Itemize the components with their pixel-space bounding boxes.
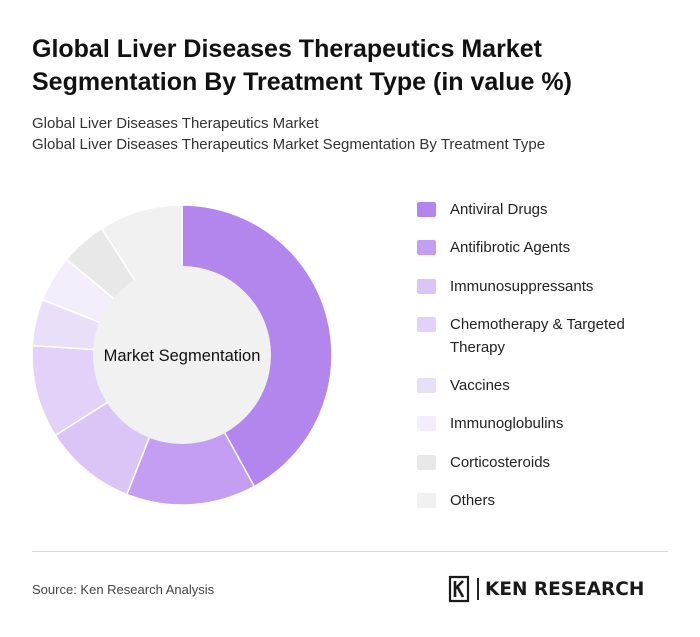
donut-center-label: Market Segmentation [104,347,261,365]
subtitle-line-2: Global Liver Diseases Therapeutics Marke… [32,136,546,153]
legend-item: Corticosteroids [417,451,660,474]
legend-label: Corticosteroids [450,454,551,471]
legend-swatch [417,378,436,393]
brand-name: KEN RESEARCH [485,578,645,600]
ken-research-logo-icon [448,575,470,603]
footer-divider [32,551,668,552]
legend-item: Chemotherapy & Targeted Therapy [417,313,660,359]
legend-item: Immunosuppressants [417,275,660,298]
chart-title: Global Liver Diseases Therapeutics Marke… [32,35,572,96]
chart-subtitle: Global Liver Diseases Therapeutics Marke… [32,113,672,155]
legend-label: Others [450,492,496,509]
donut-chart: Market Segmentation [31,204,333,506]
source-note: Source: Ken Research Analysis [32,582,215,597]
legend-item: Others [417,489,660,512]
legend-swatch [417,317,436,332]
legend-label: Immunoglobulins [450,415,564,432]
legend-item: Antiviral Drugs [417,198,660,221]
legend-item: Vaccines [417,374,660,397]
legend-label: Antifibrotic Agents [450,239,571,256]
legend-swatch [417,279,436,294]
legend-label: Vaccines [450,377,510,394]
legend-label: Antiviral Drugs [450,201,548,218]
legend-item: Antifibrotic Agents [417,236,660,259]
legend-swatch [417,240,436,255]
legend-swatch [417,493,436,508]
subtitle-line-1: Global Liver Diseases Therapeutics Marke… [32,115,319,132]
legend-item: Immunoglobulins [417,412,660,435]
donut-center [93,266,271,444]
brand-logo: KEN RESEARCH [447,575,644,603]
legend-label: Chemotherapy & Targeted Therapy [450,316,625,356]
brand-separator [477,578,479,600]
legend-swatch [417,202,436,217]
legend-swatch [417,455,436,470]
legend-swatch [417,416,436,431]
legend-label: Immunosuppressants [450,278,594,295]
